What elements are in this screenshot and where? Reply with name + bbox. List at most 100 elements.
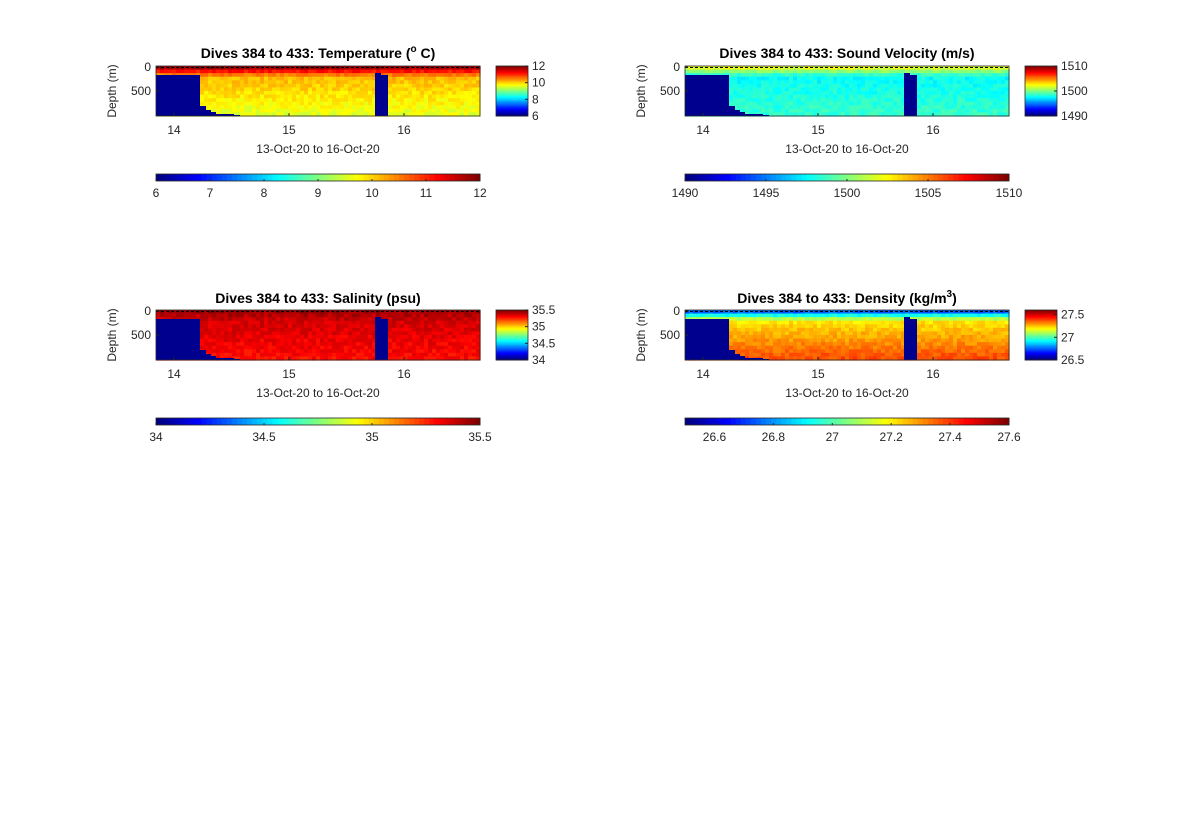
heatmap-cell — [777, 105, 782, 110]
heatmap-cell — [204, 87, 209, 92]
heatmap-cell — [789, 91, 794, 96]
heatmap-cell — [841, 342, 846, 347]
colorbar-tick-label: 35.5 — [532, 303, 556, 317]
colorbar-band — [373, 174, 380, 181]
heatmap-cell — [444, 324, 449, 329]
heatmap-cell — [773, 83, 778, 89]
heatmap-cell — [392, 327, 397, 333]
heatmap-cell — [360, 76, 365, 81]
heatmap-cell — [737, 91, 742, 96]
heatmap-cell — [268, 87, 273, 92]
colorbar-band — [1025, 83, 1057, 86]
heatmap-cell — [881, 94, 886, 99]
heatmap-cell — [853, 342, 858, 347]
heatmap-cell — [945, 335, 950, 340]
heatmap-cell — [388, 313, 393, 318]
heatmap-cell — [961, 335, 966, 340]
heatmap-cell — [220, 87, 225, 92]
heatmap-cell — [292, 356, 297, 361]
heatmap-cell — [468, 338, 473, 343]
heatmap-cell — [1001, 324, 1006, 329]
heatmap-cell — [396, 335, 401, 340]
heatmap-cell — [364, 66, 369, 71]
heatmap-cell — [825, 356, 830, 361]
heatmap-cell — [432, 91, 437, 96]
heatmap-cell — [256, 101, 261, 106]
heatmap-cell — [829, 356, 834, 361]
heatmap-cell — [933, 313, 938, 318]
heatmap-cell — [793, 98, 798, 103]
heatmap-cell — [841, 345, 846, 350]
heatmap-cell — [352, 349, 357, 354]
heatmap-cell — [941, 342, 946, 347]
heatmap-cell — [853, 73, 858, 78]
heatmap-cell — [248, 324, 253, 329]
heatmap-cell — [889, 320, 894, 325]
heatmap-cell — [753, 83, 758, 89]
heatmap-cell — [949, 66, 954, 71]
heatmap-cell — [745, 349, 750, 354]
heatmap-cell — [196, 313, 201, 318]
heatmap-cell — [404, 98, 409, 103]
heatmap-cell — [304, 324, 309, 329]
colorbar-band — [343, 174, 349, 181]
heatmap-cell — [893, 105, 898, 110]
heatmap-cell — [444, 91, 449, 96]
heatmap-cell — [805, 76, 810, 81]
heatmap-cell — [292, 338, 297, 343]
heatmap-cell — [965, 87, 970, 92]
heatmap-cell — [356, 80, 361, 85]
heatmap-cell — [813, 335, 818, 340]
heatmap-cell — [204, 313, 209, 318]
heatmap-cell — [777, 80, 782, 85]
heatmap-cell — [961, 80, 966, 85]
heatmap-cell — [272, 317, 277, 322]
heatmap-cell — [284, 66, 289, 71]
heatmap-cell — [905, 69, 910, 74]
heatmap-cell — [929, 108, 934, 114]
heatmap-cell — [408, 345, 413, 350]
heatmap-cell — [408, 112, 413, 117]
heatmap-cell — [212, 352, 217, 358]
heatmap-cell — [416, 76, 421, 81]
heatmap-cell — [444, 76, 449, 81]
y-tick-label: 0 — [673, 60, 680, 74]
heatmap-cell — [721, 69, 726, 74]
heatmap-cell — [392, 83, 397, 89]
colorbar-band — [333, 174, 339, 181]
heatmap-cell — [953, 101, 958, 106]
heatmap-cell — [400, 80, 405, 85]
heatmap-cell — [721, 66, 726, 71]
heatmap-cell — [753, 352, 758, 358]
heatmap-cell — [324, 320, 329, 325]
heatmap-cell — [436, 345, 441, 350]
heatmap-cell — [216, 80, 221, 85]
heatmap-cell — [468, 76, 473, 81]
heatmap-cell — [793, 320, 798, 325]
heatmap-cell — [296, 76, 301, 81]
colorbar-band — [474, 418, 481, 425]
heatmap-cell — [733, 66, 738, 71]
heatmap-cell — [420, 313, 425, 318]
heatmap-cell — [933, 73, 938, 78]
heatmap-cell — [252, 76, 257, 81]
heatmap-cell — [316, 69, 321, 74]
colorbar-band — [247, 174, 253, 181]
heatmap-cell — [737, 87, 742, 92]
heatmap-cell — [372, 320, 377, 325]
heatmap-cell — [456, 317, 461, 322]
heatmap-cell — [1005, 83, 1010, 89]
heatmap-cell — [404, 313, 409, 318]
heatmap-cell — [208, 83, 213, 89]
heatmap-cell — [713, 69, 718, 74]
title-text: Dives 384 to 433: Salinity (psu) — [215, 290, 420, 306]
heatmap-cell — [849, 313, 854, 318]
heatmap-cell — [476, 331, 481, 336]
heatmap-cell — [989, 73, 994, 78]
heatmap-cell — [348, 310, 353, 315]
heatmap-cell — [981, 94, 986, 99]
heatmap-cell — [945, 91, 950, 96]
heatmap-cell — [729, 310, 734, 315]
heatmap-cell — [296, 66, 301, 71]
heatmap-cell — [296, 105, 301, 110]
